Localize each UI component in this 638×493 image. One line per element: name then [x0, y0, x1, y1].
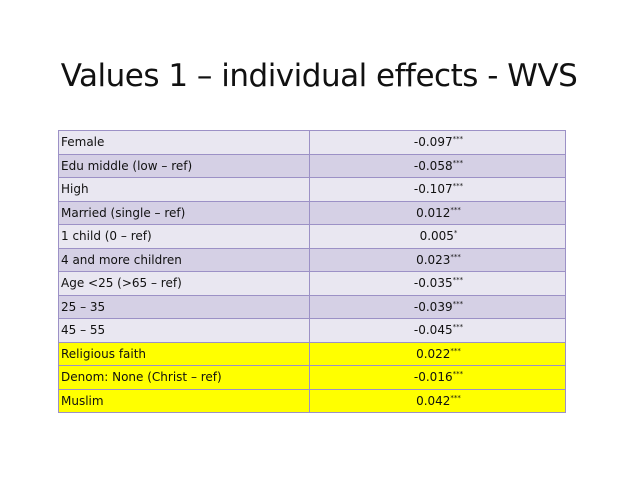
coefficient-cell: -0.058***	[309, 153, 566, 178]
table-row: 4 and more children 0.023***	[58, 247, 566, 272]
significance-stars: ***	[450, 205, 461, 214]
coefficient-cell: -0.039***	[309, 294, 566, 319]
row-label: Religious faith	[58, 341, 310, 366]
significance-stars: ***	[452, 158, 464, 167]
coefficient: -0.035	[413, 276, 453, 291]
coefficient: 0.005	[419, 229, 454, 244]
coefficient: -0.045	[413, 323, 453, 338]
row-label: Married (single – ref)	[58, 200, 310, 225]
table-row: Edu middle (low – ref) -0.058***	[58, 153, 566, 178]
significance-stars: ***	[450, 346, 461, 355]
coefficient: 0.012	[416, 205, 451, 220]
table-row: Denom: None (Christ – ref) -0.016***	[58, 365, 566, 390]
table-row: 25 – 35 -0.039***	[58, 294, 566, 319]
coefficient-cell: -0.016***	[309, 365, 566, 390]
significance-stars: ***	[452, 276, 464, 285]
coefficient: 0.022	[416, 346, 451, 361]
row-label: Age <25 (>65 – ref)	[58, 271, 310, 296]
significance-stars: ***	[452, 182, 464, 191]
coefficient-cell: 0.005*	[309, 224, 566, 249]
significance-stars: ***	[452, 370, 464, 379]
table-row: 1 child (0 – ref) 0.005*	[58, 224, 566, 249]
row-label: 25 – 35	[58, 294, 310, 319]
significance-stars: *	[453, 229, 458, 238]
coefficient: 0.042	[416, 393, 451, 408]
coefficient-cell: -0.097***	[309, 130, 566, 155]
coefficient-cell: -0.045***	[309, 318, 566, 343]
significance-stars: ***	[452, 135, 464, 144]
table-row: Age <25 (>65 – ref) -0.035***	[58, 271, 566, 296]
coefficient: -0.107	[413, 182, 453, 197]
coefficient: -0.058	[413, 158, 453, 173]
table-row: High -0.107***	[58, 177, 566, 202]
table-row: Religious faith 0.022***	[58, 341, 566, 366]
row-label: High	[58, 177, 310, 202]
coefficient-cell: 0.022***	[309, 341, 566, 366]
table-row: Muslim 0.042***	[58, 388, 566, 413]
significance-stars: ***	[452, 299, 464, 308]
table-row: Female -0.097***	[58, 130, 566, 155]
results-table: Female -0.097*** Edu middle (low – ref) -0.…	[58, 130, 566, 413]
row-label: Denom: None (Christ – ref)	[58, 365, 310, 390]
row-label: Muslim	[58, 388, 310, 413]
coefficient-cell: 0.023***	[309, 247, 566, 272]
coefficient: 0.023	[416, 252, 451, 267]
row-label: 45 – 55	[58, 318, 310, 343]
row-label: Edu middle (low – ref)	[58, 153, 310, 178]
significance-stars: ***	[450, 393, 461, 402]
coefficient: -0.016	[413, 370, 453, 385]
coefficient: -0.039	[413, 299, 453, 314]
significance-stars: ***	[452, 323, 464, 332]
coefficient-cell: 0.042***	[309, 388, 566, 413]
slide-title: Values 1 – individual effects - WVS	[60, 58, 578, 94]
row-label: Female	[58, 130, 310, 155]
coefficient-cell: -0.107***	[309, 177, 566, 202]
coefficient-cell: -0.035***	[309, 271, 566, 296]
row-label: 1 child (0 – ref)	[58, 224, 310, 249]
table-row: 45 – 55 -0.045***	[58, 318, 566, 343]
coefficient: -0.097	[413, 135, 453, 150]
table-body: Female -0.097*** Edu middle (low – ref) -0.…	[58, 130, 566, 413]
coefficient-cell: 0.012***	[309, 200, 566, 225]
significance-stars: ***	[450, 252, 461, 261]
row-label: 4 and more children	[58, 247, 310, 272]
table-row: Married (single – ref) 0.012***	[58, 200, 566, 225]
